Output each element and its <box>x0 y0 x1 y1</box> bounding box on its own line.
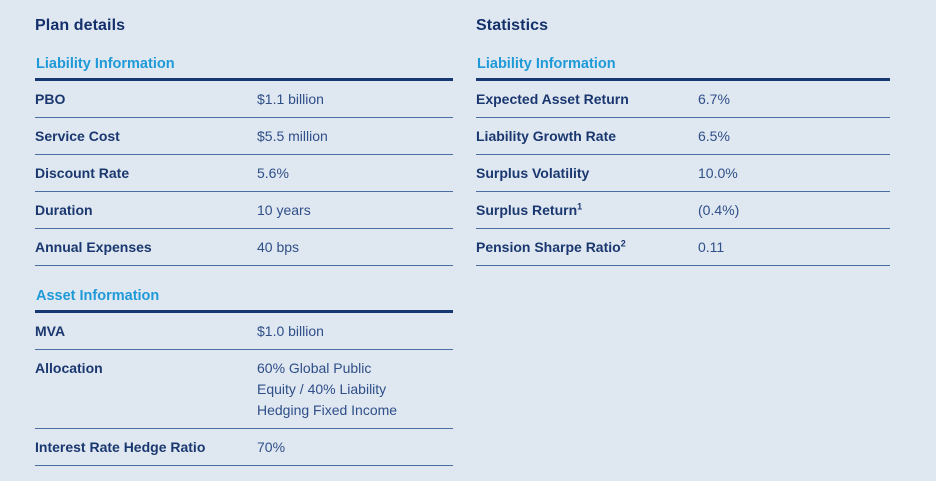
table-row: Service Cost $5.5 million <box>35 118 453 155</box>
table-row: Surplus Return1 (0.4%) <box>476 192 890 229</box>
row-value: 6.5% <box>698 128 730 144</box>
row-value: 10.0% <box>698 165 738 181</box>
row-value: (0.4%) <box>698 202 740 218</box>
row-value: 10 years <box>257 202 311 218</box>
row-label: Liability Growth Rate <box>476 128 617 144</box>
row-label: MVA <box>35 323 66 339</box>
row-label: Duration <box>35 202 93 218</box>
section-heading: Asset Information <box>35 288 453 313</box>
table-row: Duration 10 years <box>35 192 453 229</box>
table-row: Surplus Volatility 10.0% <box>476 155 890 192</box>
plan-asset-section: Asset Information MVA $1.0 billion Alloc… <box>35 288 453 466</box>
plan-liability-section: Liability Information PBO $1.1 billion S… <box>35 56 453 266</box>
table-row: Liability Growth Rate 6.5% <box>476 118 890 155</box>
footnote-marker: 2 <box>620 238 626 249</box>
statistics-liability-section: Liability Information Expected Asset Ret… <box>476 56 890 266</box>
footnote-marker: 1 <box>577 201 583 212</box>
row-label: Surplus Volatility <box>476 165 590 181</box>
section-heading: Liability Information <box>35 56 453 81</box>
row-label-text: Pension Sharpe Ratio <box>476 239 621 255</box>
row-label: Expected Asset Return <box>476 91 629 107</box>
row-value: $1.1 billion <box>257 91 324 107</box>
table-row: Discount Rate 5.6% <box>35 155 453 192</box>
row-label: Interest Rate Hedge Ratio <box>35 439 206 455</box>
row-value: $1.0 billion <box>257 323 324 339</box>
row-value: 40 bps <box>257 239 300 255</box>
table-row: PBO $1.1 billion <box>35 81 453 118</box>
row-value: 60% Global Public Equity / 40% Liability… <box>257 360 398 418</box>
table-row: Interest Rate Hedge Ratio 70% <box>35 429 453 466</box>
row-label: PBO <box>35 91 66 107</box>
row-label-text: Surplus Return <box>476 202 578 218</box>
table-row: Pension Sharpe Ratio2 0.11 <box>476 229 890 266</box>
row-label: Service Cost <box>35 128 120 144</box>
row-value: 70% <box>257 439 286 455</box>
row-label: Discount Rate <box>35 165 130 181</box>
statistics-table: Statistics Liability Information Expecte… <box>476 17 890 466</box>
row-label: Allocation <box>35 360 103 376</box>
row-label: Annual Expenses <box>35 239 152 255</box>
table-row: Allocation 60% Global Public Equity / 40… <box>35 350 453 429</box>
plan-details-title: Plan details <box>35 17 126 34</box>
row-value: 0.11 <box>698 239 725 255</box>
section-heading: Liability Information <box>476 56 890 81</box>
row-value: 6.7% <box>698 91 730 107</box>
row-label: Pension Sharpe Ratio2 <box>476 237 698 258</box>
table-row: Annual Expenses 40 bps <box>35 229 453 266</box>
row-value: $5.5 million <box>257 128 328 144</box>
plan-details-table: Plan details Liability Information PBO $… <box>35 17 453 466</box>
row-value: 5.6% <box>257 165 289 181</box>
statistics-title: Statistics <box>476 17 549 34</box>
table-row: Expected Asset Return 6.7% <box>476 81 890 118</box>
table-row: MVA $1.0 billion <box>35 313 453 350</box>
row-label: Surplus Return1 <box>476 200 698 221</box>
two-column-layout: Plan details Liability Information PBO $… <box>35 17 890 466</box>
